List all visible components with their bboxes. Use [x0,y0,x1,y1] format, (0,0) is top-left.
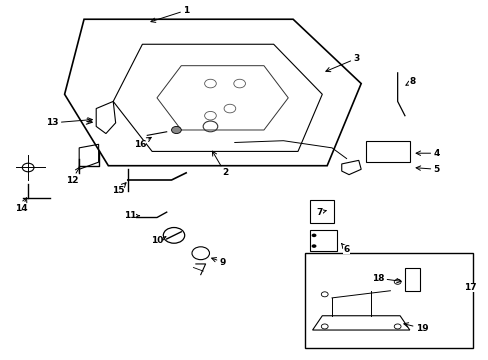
Text: 19: 19 [403,323,427,333]
Text: 4: 4 [415,149,439,158]
Bar [309,200,334,223]
Text: 8: 8 [405,77,414,86]
Bar [404,267,419,291]
Text: 10: 10 [150,236,165,245]
Bar [305,253,472,348]
Text: 3: 3 [325,54,359,72]
Circle shape [171,126,181,134]
Text: 6: 6 [341,243,349,254]
Text: 18: 18 [371,274,400,283]
Text: 15: 15 [112,183,126,195]
Text: 17: 17 [463,283,476,292]
Text: 11: 11 [124,211,139,220]
Circle shape [311,234,316,237]
Text: 1: 1 [151,6,189,22]
Bar [366,141,409,162]
Text: 9: 9 [211,258,225,267]
Text: 14: 14 [16,198,28,213]
Text: 12: 12 [65,167,80,185]
Text: 5: 5 [415,165,439,174]
Bar [309,230,336,251]
Text: 2: 2 [212,151,228,177]
Text: 13: 13 [46,118,92,127]
Text: 7: 7 [316,208,325,217]
Circle shape [311,244,316,248]
Text: 16: 16 [133,138,151,149]
